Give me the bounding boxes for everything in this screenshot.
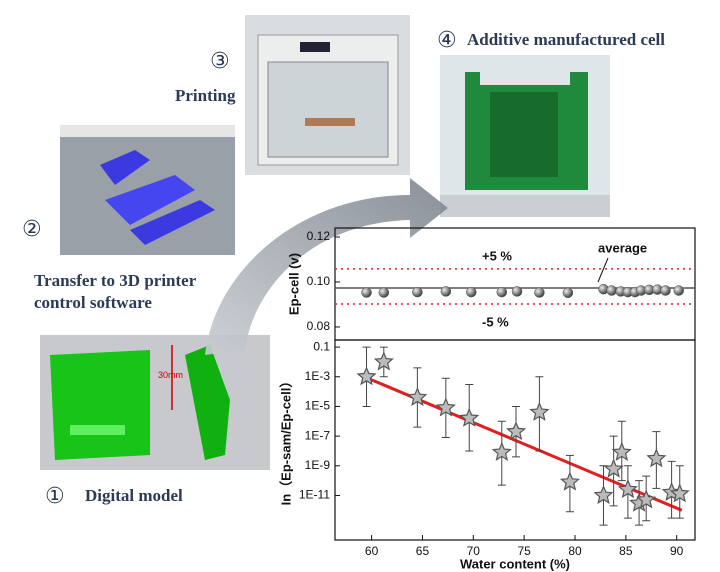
step-label: Transfer to 3D printer control software	[34, 271, 196, 312]
data-point	[511, 286, 523, 297]
x-tick-label: 80	[568, 544, 582, 558]
x-tick-label: 85	[619, 544, 633, 558]
data-point	[466, 286, 477, 298]
y-tick-label: 1E-5	[305, 399, 331, 413]
data-point	[559, 471, 580, 491]
data-point	[669, 483, 690, 503]
data-point	[356, 366, 377, 386]
data-point	[361, 287, 372, 298]
data-point	[440, 286, 452, 297]
step-label: Digital model	[85, 486, 183, 505]
y-tick-label: 0.12	[307, 229, 331, 243]
digital-model: 30mm	[40, 335, 270, 470]
step-number: ①	[45, 484, 65, 509]
x-tick-label: 60	[365, 544, 379, 558]
data-point	[506, 421, 527, 441]
software-screenshot	[60, 125, 235, 255]
data-point	[673, 285, 684, 296]
data-point	[562, 287, 574, 299]
y-tick-label: 0.08	[307, 319, 331, 333]
y-tick-label: 1E-3	[305, 369, 331, 383]
step-number: ④	[437, 28, 457, 53]
data-point	[459, 407, 480, 427]
data-point	[496, 286, 508, 298]
x-axis-label: Water content (%)	[460, 556, 570, 571]
data-point	[660, 285, 671, 296]
y-tick-label: 0.1	[313, 339, 330, 353]
y-tick-label: 1E-9	[305, 458, 331, 472]
data-point	[603, 458, 624, 478]
y-tick-label: 1E-7	[305, 428, 331, 442]
annotation: average	[598, 240, 647, 255]
data-point	[611, 441, 632, 461]
step-number: ③	[210, 49, 230, 74]
annotation: -5 %	[482, 314, 509, 329]
y-tick-label: 0.10	[307, 274, 331, 288]
data-point	[617, 479, 638, 499]
y-axis-label: In（Ep-sam/Ep-cell）	[278, 375, 293, 506]
x-tick-label: 70	[467, 544, 481, 558]
y-tick-label: 1E-11	[299, 488, 330, 502]
y-axis-label: Ep-cell (v)	[286, 253, 301, 315]
step-label: Additive manufactured cell	[467, 30, 665, 49]
x-tick-label: 75	[517, 544, 531, 558]
data-point	[373, 351, 394, 371]
step-label: Printing	[175, 86, 236, 105]
plot-frame	[334, 339, 696, 541]
x-tick-label: 65	[416, 544, 430, 558]
cell-photo	[440, 55, 610, 217]
step-number: ②	[22, 217, 42, 242]
annotation-arrow	[597, 257, 609, 283]
data-point	[435, 397, 456, 417]
data-point	[378, 287, 390, 298]
printer-photo	[245, 15, 410, 175]
data-point	[407, 386, 428, 407]
process-arrow	[205, 178, 448, 355]
data-point	[529, 401, 550, 421]
data-point	[593, 484, 614, 505]
dimension-label: 30mm	[158, 370, 183, 380]
annotation: +5 %	[482, 248, 512, 263]
data-point	[412, 286, 423, 298]
data-point	[636, 489, 657, 509]
x-tick-label: 90	[670, 544, 684, 558]
data-point	[646, 448, 667, 468]
data-point	[491, 441, 512, 461]
data-point	[534, 287, 545, 298]
data-point	[606, 285, 617, 296]
